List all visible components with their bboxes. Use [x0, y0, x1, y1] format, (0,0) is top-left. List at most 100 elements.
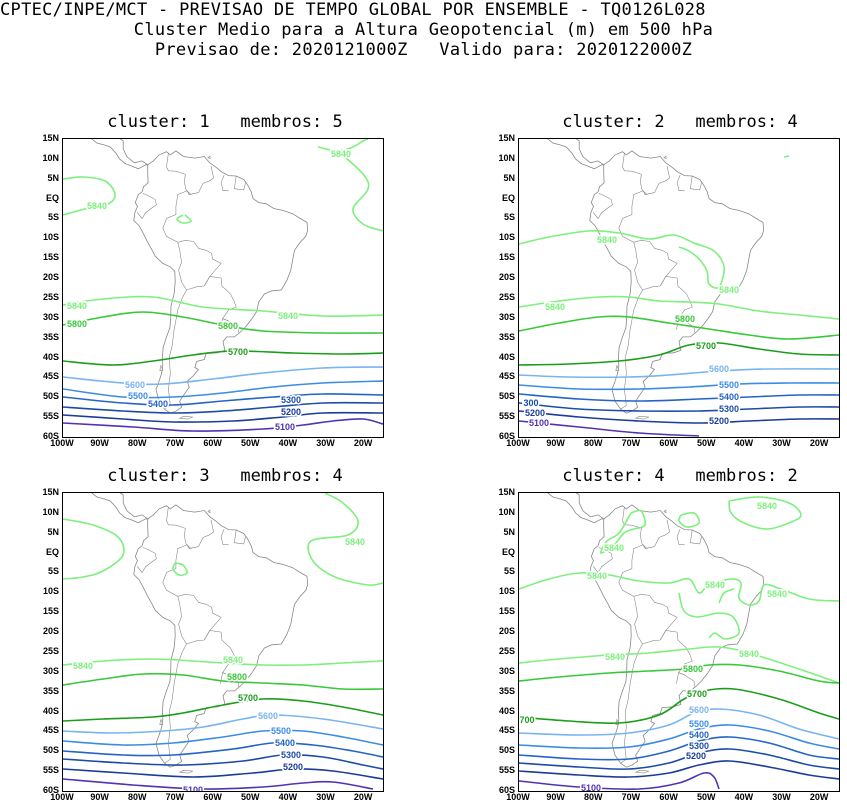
- lon-tick-label: 70W: [621, 438, 641, 448]
- contour-label-5840: 5840: [719, 285, 739, 295]
- lat-tick-label: 35S: [498, 331, 515, 342]
- lat-tick-label: 45S: [498, 371, 515, 382]
- contour-label-5600: 5600: [709, 364, 729, 374]
- island-outline: [207, 155, 211, 159]
- lon-tick-label: 90W: [90, 438, 109, 448]
- lat-tick-label: 5N: [503, 526, 515, 537]
- contour-5840: [63, 295, 383, 317]
- country-border: [166, 152, 192, 195]
- lat-tick-label: 55S: [42, 411, 59, 422]
- lon-tick-label: 40W: [734, 438, 754, 448]
- island-outline: [178, 415, 194, 420]
- contour-label-5500: 5500: [719, 380, 739, 390]
- country-border: [177, 593, 222, 641]
- country-border: [676, 672, 685, 684]
- lat-tick-label: 20S: [42, 626, 59, 637]
- contour-label-5800: 5800: [683, 664, 703, 674]
- contour-label-5400: 5400: [275, 738, 295, 748]
- lat-tick-label: 5S: [47, 566, 59, 577]
- island-outline: [207, 509, 211, 513]
- lat-tick-label: 50S: [498, 391, 515, 402]
- contour-label-5840: 5840: [545, 302, 565, 312]
- lat-tick-label: 30S: [498, 665, 515, 676]
- contour-5200: [63, 411, 383, 423]
- island-outline: [178, 769, 194, 774]
- lat-tick-label: 15N: [42, 487, 59, 497]
- contour-5700: [519, 341, 839, 366]
- panel-3-title: cluster: 3 membros: 4: [107, 466, 343, 486]
- country-border: [233, 529, 246, 545]
- lat-tick-label: 15S: [42, 606, 59, 617]
- contour-5400: [63, 393, 383, 406]
- lat-tick-label: 15S: [498, 252, 515, 263]
- lat-tick-label: EQ: [45, 192, 59, 203]
- contour-5200: [519, 760, 839, 780]
- lat-tick-label: 5S: [503, 212, 515, 223]
- lat-tick-label: 5S: [47, 212, 59, 223]
- country-border: [166, 506, 192, 549]
- lon-tick-label: 80W: [584, 792, 603, 802]
- lat-tick-label: 10N: [498, 152, 515, 163]
- contour-5500: [63, 380, 383, 399]
- lon-tick-label: 30W: [772, 438, 791, 448]
- contour-label-5400: 5400: [689, 730, 709, 740]
- lat-tick-label: 60S: [498, 785, 515, 795]
- south-america-coastline: [589, 504, 765, 768]
- contour-label-5100: 5100: [529, 418, 549, 428]
- contour-5800: [63, 672, 383, 691]
- lat-tick-label: 10N: [42, 506, 59, 517]
- contour-5840: [337, 150, 383, 232]
- lat-tick-label: 20S: [42, 272, 59, 283]
- lat-tick-label: 40S: [498, 351, 515, 362]
- lat-tick-label: 45S: [42, 371, 59, 382]
- lat-tick-label: 50S: [498, 745, 515, 756]
- lat-tick-label: 25S: [42, 645, 59, 656]
- country-border: [642, 276, 695, 333]
- central-america-coastline: [91, 493, 149, 524]
- lon-tick-label: 30W: [316, 792, 335, 802]
- lat-tick-label: 60S: [42, 431, 59, 441]
- country-border: [676, 529, 685, 545]
- contour-5600: [519, 708, 839, 740]
- lat-tick-label: 5N: [47, 172, 59, 183]
- contour-5700: [63, 350, 383, 366]
- contour-label-5700: 5700: [687, 689, 707, 699]
- central-america-coastline: [547, 493, 605, 524]
- lon-tick-label: 60W: [659, 792, 678, 802]
- contour-5100: [519, 771, 720, 790]
- lon-tick-label: 40W: [278, 438, 298, 448]
- country-border: [177, 239, 222, 287]
- contour-5840: [519, 646, 839, 684]
- lat-tick-label: 55S: [42, 765, 59, 776]
- contour-5840: [678, 592, 741, 640]
- contour-label-5800: 5800: [67, 319, 87, 329]
- lon-tick-label: 100W: [506, 438, 530, 448]
- contour-5400: [519, 736, 839, 761]
- contour-label-5800: 5800: [227, 672, 247, 682]
- island-outline: [634, 769, 650, 774]
- island-outline: [159, 718, 164, 725]
- lon-tick-label: 80W: [128, 792, 147, 802]
- lat-tick-label: 15N: [42, 133, 59, 143]
- contour-5800: [63, 311, 383, 334]
- lat-tick-label: 15N: [498, 133, 515, 143]
- lat-tick-label: 5N: [503, 172, 515, 183]
- lat-tick-label: 5N: [47, 526, 59, 537]
- contour-label-5840: 5840: [705, 580, 725, 590]
- lon-tick-label: 40W: [278, 792, 298, 802]
- contour-label-5200: 5200: [686, 751, 706, 761]
- contour-5840: [718, 588, 735, 604]
- contour-label-5840: 5840: [739, 649, 759, 659]
- lat-tick-label: 25S: [498, 291, 515, 302]
- contour-label-5300: 5300: [281, 395, 301, 405]
- lat-tick-label: EQ: [501, 192, 515, 203]
- contour-label-5500: 5500: [271, 726, 291, 736]
- panel-map-svg: 5840 5840 5840 5840 5800 5800 5700 560055005400…: [63, 139, 383, 434]
- lon-tick-label: 20W: [809, 438, 829, 448]
- panel-2-map: 5840 5840 5840 5800 5700 5600 5500 5400 5300 300 5…: [518, 138, 840, 438]
- lon-tick-label: 80W: [584, 438, 603, 448]
- lat-tick-label: 15S: [498, 606, 515, 617]
- country-border: [164, 624, 187, 764]
- country-border: [220, 529, 229, 545]
- lat-tick-label: 45S: [42, 725, 59, 736]
